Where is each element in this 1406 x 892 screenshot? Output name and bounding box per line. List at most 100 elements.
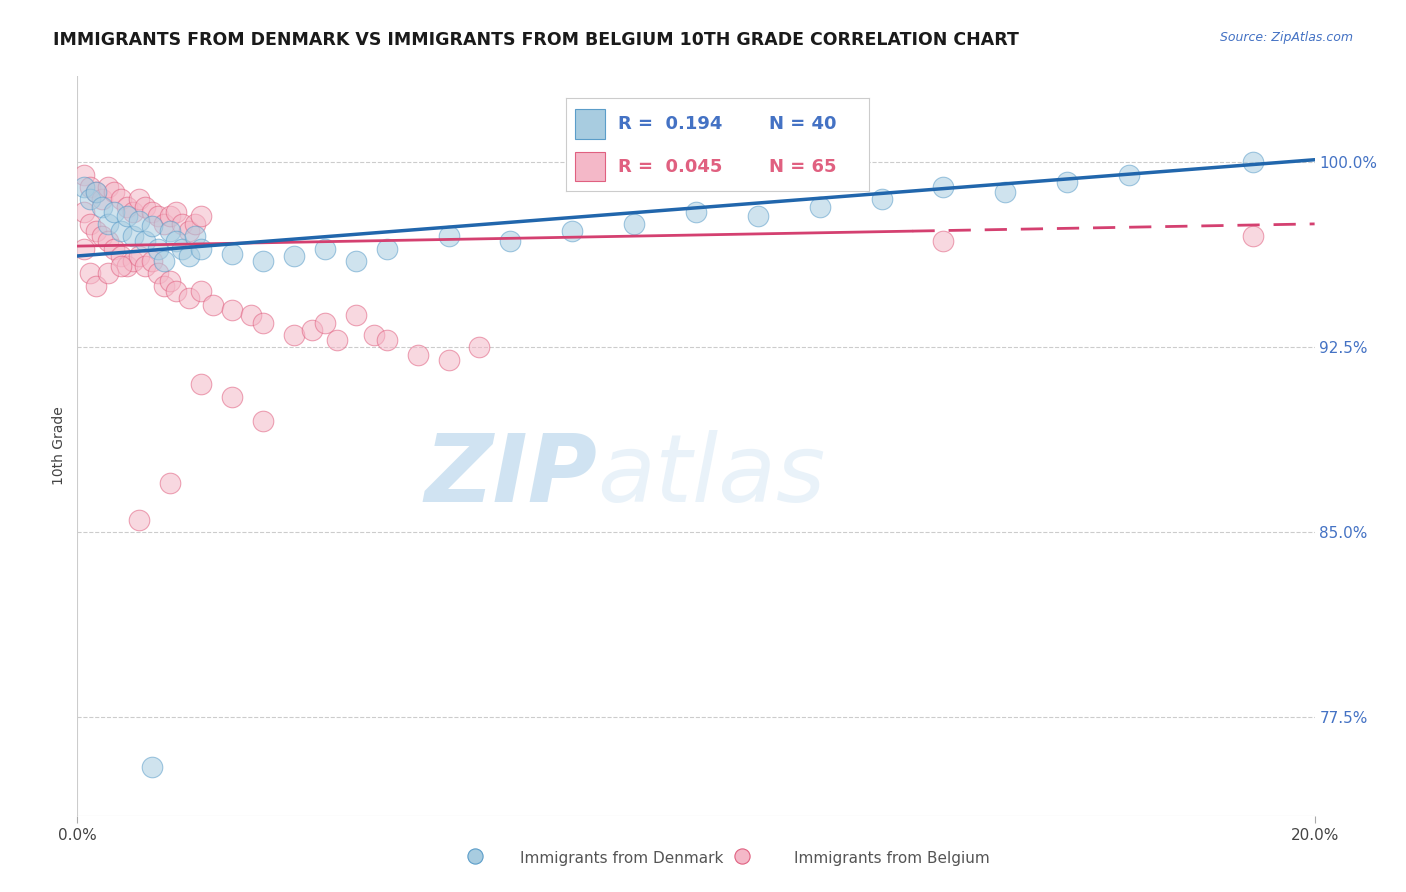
Point xyxy=(91,229,114,244)
Point xyxy=(252,414,274,428)
Point xyxy=(141,253,163,268)
Point xyxy=(375,242,398,256)
Point xyxy=(314,316,336,330)
Point xyxy=(375,333,398,347)
Point xyxy=(84,185,107,199)
Point xyxy=(177,224,200,238)
Point xyxy=(239,308,262,322)
Point xyxy=(1118,168,1140,182)
Point xyxy=(72,168,94,182)
Point xyxy=(84,278,107,293)
Point xyxy=(184,229,207,244)
Point xyxy=(72,242,94,256)
Point xyxy=(190,377,212,392)
Point xyxy=(437,229,460,244)
Point xyxy=(252,316,274,330)
Point xyxy=(128,192,150,206)
Point xyxy=(685,204,707,219)
Point xyxy=(128,513,150,527)
Point xyxy=(84,185,107,199)
Point xyxy=(623,217,645,231)
Point xyxy=(115,210,138,224)
Point xyxy=(190,284,212,298)
Point xyxy=(190,242,212,256)
Point xyxy=(110,259,132,273)
Point xyxy=(344,308,367,322)
Point xyxy=(177,249,200,263)
Point xyxy=(283,249,305,263)
Point xyxy=(141,760,163,774)
Point xyxy=(141,204,163,219)
Point xyxy=(283,327,305,342)
Point xyxy=(79,179,101,194)
Point xyxy=(747,210,769,224)
Point xyxy=(184,217,207,231)
Point xyxy=(314,242,336,256)
Point xyxy=(252,253,274,268)
Point xyxy=(363,327,385,342)
Point xyxy=(870,192,893,206)
Point xyxy=(159,475,181,490)
Point xyxy=(103,185,125,199)
Text: ZIP: ZIP xyxy=(425,430,598,522)
Point xyxy=(406,348,429,362)
Point xyxy=(134,259,156,273)
Point xyxy=(221,390,243,404)
Point xyxy=(115,200,138,214)
Point xyxy=(932,179,955,194)
Point xyxy=(97,217,120,231)
Point xyxy=(165,284,187,298)
Point xyxy=(146,210,169,224)
Point xyxy=(79,266,101,280)
Point xyxy=(146,266,169,280)
Point xyxy=(153,253,176,268)
Point xyxy=(221,246,243,260)
Point xyxy=(177,291,200,305)
Point xyxy=(731,849,754,863)
Text: Immigrants from Belgium: Immigrants from Belgium xyxy=(794,851,990,865)
Point xyxy=(326,333,349,347)
Point xyxy=(159,224,181,238)
Point xyxy=(91,192,114,206)
Point xyxy=(72,179,94,194)
Point xyxy=(128,214,150,228)
Point xyxy=(134,234,156,248)
Point xyxy=(103,204,125,219)
Point xyxy=(159,210,181,224)
Point xyxy=(1056,175,1078,189)
Point xyxy=(561,224,583,238)
Point xyxy=(165,204,187,219)
Point xyxy=(464,849,486,863)
Point xyxy=(165,234,187,248)
Point xyxy=(122,253,145,268)
Point xyxy=(808,200,831,214)
Point xyxy=(344,253,367,268)
Point xyxy=(932,234,955,248)
Point xyxy=(301,323,323,337)
Point xyxy=(97,234,120,248)
Text: Immigrants from Denmark: Immigrants from Denmark xyxy=(520,851,724,865)
Point xyxy=(122,204,145,219)
Text: atlas: atlas xyxy=(598,430,825,521)
Point xyxy=(122,229,145,244)
Point xyxy=(468,340,491,354)
Point xyxy=(1241,155,1264,169)
Text: Source: ZipAtlas.com: Source: ZipAtlas.com xyxy=(1219,31,1353,45)
Point xyxy=(172,242,194,256)
Point xyxy=(153,278,176,293)
Point xyxy=(110,192,132,206)
Point xyxy=(134,200,156,214)
Y-axis label: 10th Grade: 10th Grade xyxy=(52,407,66,485)
Point xyxy=(72,204,94,219)
Point xyxy=(221,303,243,318)
Point xyxy=(499,234,522,248)
Point xyxy=(202,298,225,312)
Point xyxy=(110,224,132,238)
Point xyxy=(994,185,1017,199)
Point xyxy=(84,224,107,238)
Point xyxy=(437,352,460,367)
Point xyxy=(103,242,125,256)
Point xyxy=(128,249,150,263)
Point xyxy=(141,219,163,234)
Point xyxy=(97,179,120,194)
